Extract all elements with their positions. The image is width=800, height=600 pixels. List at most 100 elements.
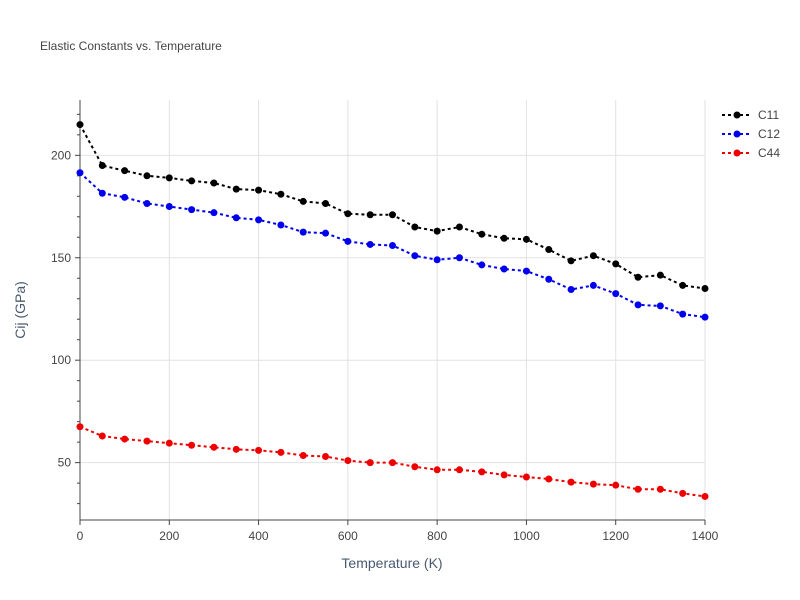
y-tick-label: 100 [51,353,71,367]
data-point [701,313,709,321]
data-point [366,211,374,219]
legend-item-c11[interactable]: C11 [722,108,779,122]
data-point [589,480,597,488]
x-tick-label: 1400 [692,529,719,543]
data-point [165,174,173,182]
data-point [433,256,441,264]
data-point [701,284,709,292]
chart-title: Elastic Constants vs. Temperature [40,39,222,53]
data-point [634,485,642,493]
data-point [522,267,530,275]
legend-label: C12 [758,127,780,141]
data-point [411,223,419,231]
data-point [545,475,553,483]
data-point [98,432,106,440]
data-point [121,193,129,201]
data-point [165,439,173,447]
data-point [455,223,463,231]
data-point [656,485,664,493]
series-c11 [76,121,709,292]
data-point [500,265,508,273]
data-point [500,234,508,242]
data-point [679,310,687,318]
data-point [121,167,129,175]
data-point [255,446,263,454]
data-point [121,435,129,443]
legend-swatch-marker [733,111,741,119]
legend-item-c44[interactable]: C44 [722,146,780,160]
data-point [411,463,419,471]
y-tick-label: 150 [51,251,71,265]
data-point [143,437,151,445]
x-axis-title: Temperature (K) [341,555,442,571]
data-point [143,172,151,180]
data-point [277,448,285,456]
x-tick-label: 800 [427,529,447,543]
legend-swatch-marker [733,130,741,138]
legend[interactable]: C11 C12 C44 [722,108,780,160]
data-point [165,203,173,211]
y-axis-title: Cij (GPa) [12,281,28,339]
data-point [478,261,486,269]
data-point [389,211,396,219]
data-point [344,237,352,245]
data-point [545,246,553,254]
x-tick-label: 200 [159,529,179,543]
data-point [98,189,106,197]
data-point [589,252,597,260]
data-point [210,443,218,451]
grid-lines [80,100,706,520]
data-point [232,445,240,453]
data-point [299,228,307,236]
data-point [188,177,196,185]
data-point [433,466,441,474]
data-point [612,260,620,268]
data-point [656,302,664,310]
data-point [589,281,597,289]
data-point [567,286,575,294]
data-point [344,457,352,465]
legend-swatch-marker [733,149,741,157]
data-point [232,185,240,193]
data-point [612,481,620,489]
legend-item-c12[interactable]: C12 [722,127,780,141]
data-point [188,206,196,214]
data-point [210,209,218,217]
data-point [188,441,196,449]
data-point [634,273,642,281]
legend-label: C11 [758,108,779,122]
data-point [545,275,553,283]
data-point [500,471,508,479]
data-point [522,235,530,243]
x-tick-label: 1000 [513,529,540,543]
data-point [344,210,352,218]
data-point [679,281,687,289]
data-point [277,190,285,198]
y-tick-label: 200 [51,148,71,162]
data-point [656,271,664,279]
data-point [143,199,151,207]
series-c44 [76,423,709,500]
data-point [433,227,441,235]
data-point [299,451,307,459]
x-tick-label: 400 [249,529,269,543]
data-point [322,452,330,460]
data-point [277,221,285,229]
data-point [76,423,84,431]
data-point [389,459,396,467]
data-point [478,230,486,238]
data-point [76,169,84,177]
legend-label: C44 [758,146,780,160]
data-point [366,459,374,467]
data-point [411,252,419,260]
series-c12 [76,169,709,321]
data-point [232,214,240,222]
x-tick-label: 600 [338,529,358,543]
data-point [701,492,709,500]
data-point [612,290,620,298]
data-point [634,301,642,309]
x-tick-label: 0 [77,529,84,543]
data-point [389,241,396,249]
